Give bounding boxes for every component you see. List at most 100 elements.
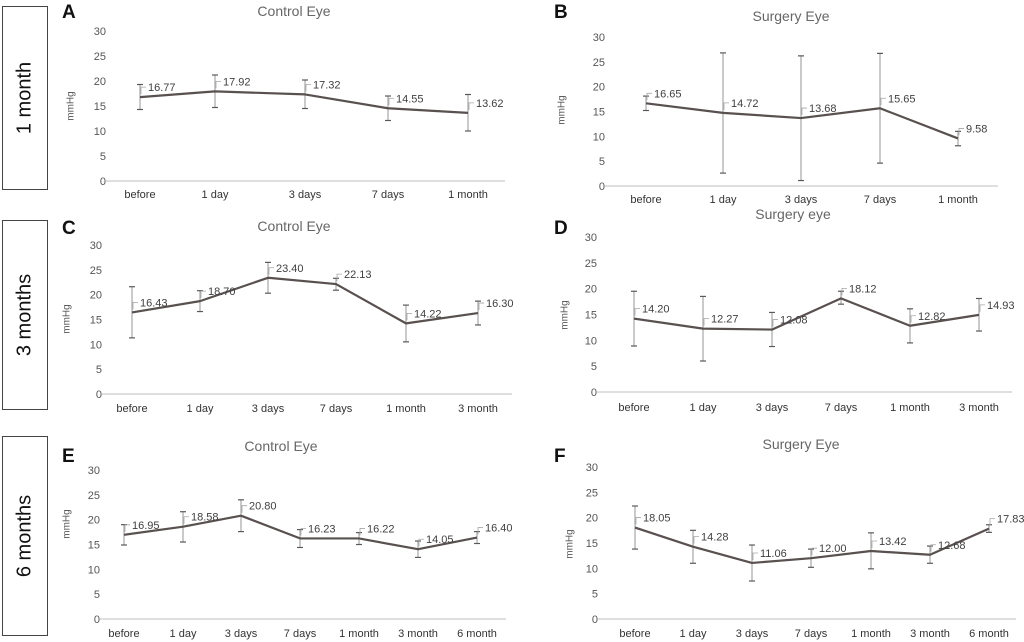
y-tick-label: 20 [585, 284, 597, 296]
data-label: 23.40 [276, 263, 304, 275]
data-label: 18.70 [208, 286, 236, 298]
data-label-leader [268, 267, 274, 275]
y-tick-label: 20 [90, 290, 102, 302]
x-tick-label: 7 days [864, 194, 897, 206]
y-tick-label: 20 [88, 515, 100, 527]
x-tick-label: 3 days [756, 402, 789, 414]
x-tick-label: before [630, 194, 661, 206]
y-tick-label: 10 [94, 126, 106, 138]
chart-title-d: Surgery eye [755, 206, 831, 222]
data-label: 16.23 [308, 523, 336, 535]
x-tick-label: before [124, 189, 155, 201]
data-label-leader [811, 547, 817, 556]
y-tick-label: 30 [585, 232, 597, 244]
x-tick-label: 7 days [284, 628, 317, 640]
data-label-leader [880, 97, 886, 106]
data-label-leader [359, 528, 365, 536]
data-label: 17.32 [313, 79, 341, 91]
data-label: 17.92 [223, 76, 251, 88]
data-label-leader [478, 302, 484, 311]
row-box-1-month: 1 month [2, 6, 48, 190]
y-tick-label: 30 [90, 240, 102, 252]
data-label-leader [703, 318, 709, 326]
panel-letter-b: B [554, 2, 568, 23]
data-label-leader [958, 128, 964, 136]
data-label: 16.22 [367, 523, 395, 535]
x-tick-label: 3 days [252, 403, 285, 415]
data-label: 13.62 [476, 98, 504, 110]
x-tick-label: 1 day [170, 628, 197, 640]
panel-letter-c: C [62, 218, 76, 239]
panel-letter-f: F [554, 446, 566, 467]
data-series-line [139, 90, 469, 114]
x-tick-label: 1 month [386, 403, 426, 415]
x-tick-label: 1 month [339, 628, 379, 640]
panel-letter-e: E [62, 446, 75, 467]
y-tick-label: 30 [593, 32, 605, 44]
data-label: 14.22 [414, 308, 442, 320]
y-tick-label: 25 [593, 57, 605, 69]
data-label: 15.65 [888, 93, 916, 105]
data-label: 16.43 [140, 297, 168, 309]
x-tick-label: 3 month [910, 628, 950, 640]
data-label-leader [752, 552, 758, 560]
x-tick-label: 3 days [289, 189, 322, 201]
data-series-line [645, 102, 959, 140]
data-label: 14.28 [701, 532, 729, 544]
data-label: 17.83 [997, 514, 1024, 526]
y-tick-label: 30 [88, 465, 100, 477]
x-tick-label: 1 month [851, 628, 891, 640]
y-tick-label: 25 [88, 490, 100, 502]
data-series-line [634, 526, 990, 565]
data-label: 12.82 [918, 311, 946, 323]
y-tick-label: 20 [593, 82, 605, 94]
x-tick-label: before [116, 403, 147, 415]
y-tick-label: 10 [90, 339, 102, 351]
data-label: 12.08 [780, 315, 808, 327]
data-series-line [633, 297, 980, 331]
y-tick-label: 5 [94, 589, 100, 601]
data-series-line [131, 276, 479, 325]
data-label-leader [646, 92, 652, 101]
data-label-leader [388, 97, 394, 106]
data-label-leader [132, 301, 138, 310]
y-tick-label: 5 [96, 364, 102, 376]
y-tick-label: 0 [599, 181, 605, 193]
chart-title-b: Surgery Eye [752, 8, 830, 24]
data-label: 22.13 [344, 269, 372, 281]
data-label: 16.77 [148, 82, 176, 94]
x-tick-label: 6 month [457, 628, 497, 640]
y-tick-label: 25 [585, 258, 597, 270]
data-label-leader [300, 527, 306, 536]
data-label: 12.68 [938, 540, 966, 552]
data-label: 11.06 [760, 548, 787, 560]
data-label: 20.80 [249, 501, 277, 513]
data-label: 14.05 [426, 534, 454, 546]
data-label-leader [140, 86, 146, 95]
x-tick-label: 7 days [372, 189, 405, 201]
y-tick-label: 15 [90, 315, 102, 327]
data-label-leader [215, 81, 221, 89]
y-tick-label: 30 [586, 462, 598, 474]
y-tick-label: 10 [593, 131, 605, 143]
x-tick-label: 1 day [187, 403, 214, 415]
y-tick-label: 0 [94, 614, 100, 626]
data-label-leader [989, 518, 995, 526]
data-label: 14.55 [396, 93, 424, 105]
data-label-leader [772, 319, 778, 327]
data-label-leader [930, 544, 936, 552]
chart-title-f: Surgery Eye [762, 436, 840, 452]
data-label: 9.58 [966, 123, 987, 135]
y-tick-label: 10 [88, 564, 100, 576]
data-label: 13.42 [879, 536, 907, 548]
x-tick-label: 3 days [225, 628, 258, 640]
data-series-line [123, 514, 478, 551]
data-label-leader [124, 524, 130, 532]
data-label: 14.93 [987, 300, 1015, 312]
y-tick-label: 15 [94, 101, 106, 113]
row-box-6-months: 6 months [2, 436, 48, 636]
y-tick-label: 5 [100, 151, 106, 163]
